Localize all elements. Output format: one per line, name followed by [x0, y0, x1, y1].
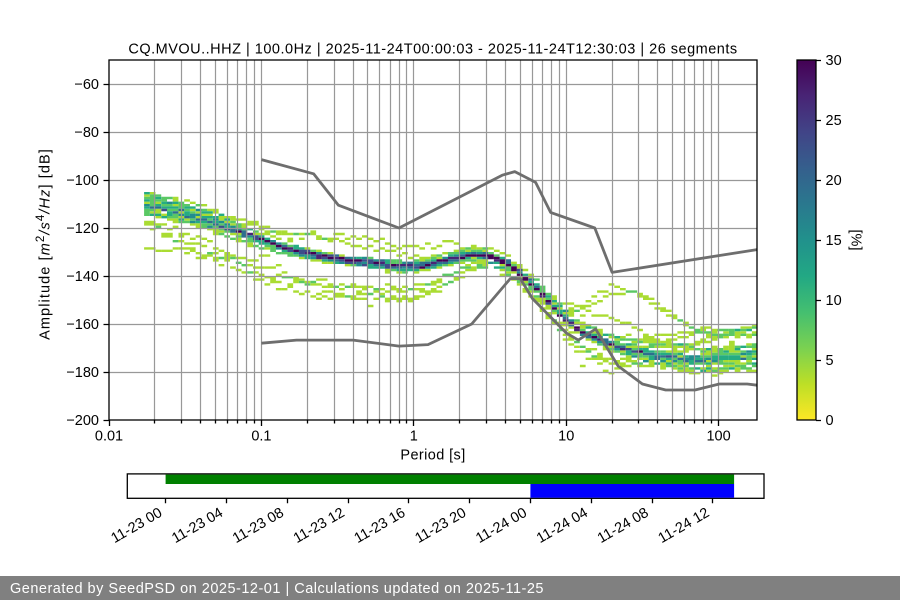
svg-text:CQ.MVOU..HHZ | 100.0Hz | 2025-: CQ.MVOU..HHZ | 100.0Hz | 2025-11-24T00:0… — [128, 42, 737, 58]
svg-text:20: 20 — [826, 173, 842, 189]
svg-text:−100: −100 — [66, 173, 99, 189]
svg-text:25: 25 — [826, 113, 842, 129]
svg-text:0: 0 — [826, 413, 834, 429]
svg-text:−120: −120 — [66, 221, 99, 237]
svg-text:−60: −60 — [74, 77, 99, 93]
svg-text:30: 30 — [826, 53, 842, 69]
svg-text:10: 10 — [826, 293, 842, 309]
svg-text:Generated by SeedPSD on 2025-1: Generated by SeedPSD on 2025-12-01 | Cal… — [10, 581, 544, 597]
svg-text:0.1: 0.1 — [251, 429, 271, 445]
svg-text:−180: −180 — [66, 365, 99, 381]
svg-text:−140: −140 — [66, 269, 99, 285]
svg-text:[%]: [%] — [848, 230, 864, 251]
svg-text:15: 15 — [826, 233, 842, 249]
svg-text:−200: −200 — [66, 413, 99, 429]
svg-text:10: 10 — [558, 429, 574, 445]
svg-text:−160: −160 — [66, 317, 99, 333]
svg-text:−80: −80 — [74, 125, 99, 141]
svg-text:0.01: 0.01 — [95, 429, 123, 445]
svg-text:1: 1 — [410, 429, 418, 445]
svg-text:100: 100 — [706, 429, 730, 445]
svg-text:Period [s]: Period [s] — [400, 448, 465, 464]
svg-text:Amplitude [m2/s4/Hz] [dB]: Amplitude [m2/s4/Hz] [dB] — [35, 148, 54, 340]
svg-text:5: 5 — [826, 353, 834, 369]
